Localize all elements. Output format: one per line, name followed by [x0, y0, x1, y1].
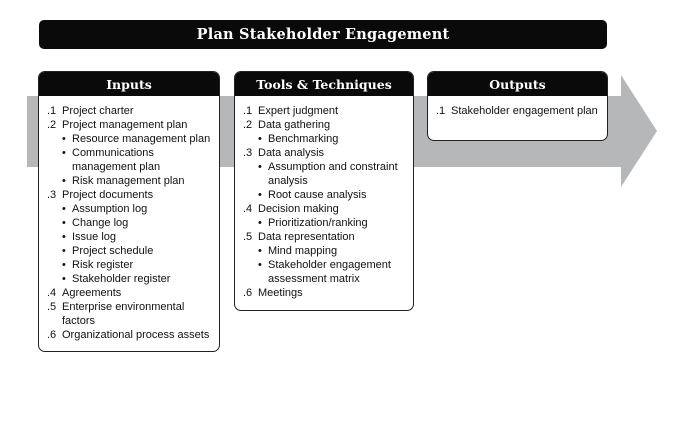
item-number: .4	[47, 287, 57, 299]
item-number: .4	[243, 203, 253, 215]
list-item: .6 Meetings	[243, 286, 409, 300]
list-item: .3 Data analysis	[243, 146, 409, 160]
sub-item: • Project schedule	[47, 244, 215, 258]
bullet-icon: •	[62, 259, 66, 271]
sub-item-label: Risk register	[72, 259, 134, 271]
item-number: .1	[436, 105, 446, 117]
sub-item: • Benchmarking	[243, 132, 409, 146]
sub-item-label: Issue log	[72, 231, 117, 243]
item-label: Meetings	[258, 287, 303, 299]
sub-item-label: Assumption log	[72, 203, 148, 215]
outputs-header: Outputs	[428, 72, 607, 96]
list-item: .4 Decision making	[243, 202, 409, 216]
item-number: .1	[47, 105, 57, 117]
list-item: .6 Organizational process assets	[47, 328, 215, 342]
tools-header: Tools & Techniques	[235, 72, 413, 96]
list-item: .1 Project charter	[47, 104, 215, 118]
item-label: Data analysis	[258, 147, 325, 159]
sub-item: • Communications management plan	[47, 146, 215, 174]
page-title: Plan Stakeholder Engagement	[39, 20, 607, 49]
item-number: .1	[243, 105, 253, 117]
sub-item: • Root cause analysis	[243, 188, 409, 202]
sub-item: • Prioritization/ranking	[243, 216, 409, 230]
item-number: .3	[243, 147, 253, 159]
item-label: Expert judgment	[258, 105, 339, 117]
sub-item-label: Stakeholder register	[72, 273, 171, 285]
sub-item-label: Assumption and constraint analysis	[268, 161, 398, 187]
sub-item: • Mind mapping	[243, 244, 409, 258]
sub-item-label: Communications management plan	[72, 147, 161, 173]
item-label: Agreements	[62, 287, 122, 299]
sub-item: • Risk management plan	[47, 174, 215, 188]
list-item: .5 Data representation	[243, 230, 409, 244]
item-number: .5	[47, 301, 57, 313]
item-label: Project documents	[62, 189, 154, 201]
list-item: .5 Enterprise environmental factors	[47, 300, 215, 328]
sub-item: • Risk register	[47, 258, 215, 272]
item-label: Stakeholder engagement plan	[451, 105, 598, 117]
item-label: Enterprise environmental factors	[62, 301, 185, 327]
sub-item-label: Change log	[72, 217, 129, 229]
item-label: Project charter	[62, 105, 134, 117]
item-number: .5	[243, 231, 253, 243]
list-item: .1 Stakeholder engagement plan	[436, 104, 603, 118]
bullet-icon: •	[258, 245, 262, 257]
item-number: .3	[47, 189, 57, 201]
bullet-icon: •	[62, 217, 66, 229]
outputs-list: .1 Stakeholder engagement plan	[428, 96, 607, 118]
sub-item-label: Resource management plan	[72, 133, 211, 145]
sub-item: • Change log	[47, 216, 215, 230]
sub-item-label: Risk management plan	[72, 175, 185, 187]
item-number: .6	[243, 287, 253, 299]
sub-item: • Resource management plan	[47, 132, 215, 146]
item-label: Decision making	[258, 203, 339, 215]
bullet-icon: •	[62, 175, 66, 187]
bullet-icon: •	[258, 217, 262, 229]
sub-item: • Issue log	[47, 230, 215, 244]
sub-item: • Stakeholder engagement assessment matri…	[243, 258, 409, 286]
list-item: .2 Data gathering	[243, 118, 409, 132]
tools-column: Tools & Techniques .1 Expert judgment .2 Da…	[234, 71, 414, 311]
sub-item-label: Mind mapping	[268, 245, 338, 257]
list-item: .3 Project documents	[47, 188, 215, 202]
item-number: .2	[47, 119, 57, 131]
item-label: Data representation	[258, 231, 355, 243]
sub-item-label: Root cause analysis	[268, 189, 367, 201]
inputs-list: .1 Project charter .2 Project management pl…	[39, 96, 219, 342]
sub-item-label: Project schedule	[72, 245, 154, 257]
item-number: .6	[47, 329, 57, 341]
bullet-icon: •	[258, 259, 262, 271]
sub-item: • Stakeholder register	[47, 272, 215, 286]
inputs-header: Inputs	[39, 72, 219, 96]
bullet-icon: •	[62, 245, 66, 257]
bullet-icon: •	[62, 203, 66, 215]
sub-item-label: Benchmarking	[268, 133, 339, 145]
item-label: Organizational process assets	[62, 329, 210, 341]
sub-item-label: Stakeholder engagement assessment matrix	[268, 259, 391, 285]
bullet-icon: •	[258, 161, 262, 173]
list-item: .2 Project management plan	[47, 118, 215, 132]
item-label: Data gathering	[258, 119, 331, 131]
outputs-column: Outputs .1 Stakeholder engagement plan	[427, 71, 608, 141]
bullet-icon: •	[258, 189, 262, 201]
tools-list: .1 Expert judgment .2 Data gathering • Benchm…	[235, 96, 413, 300]
bullet-icon: •	[62, 231, 66, 243]
item-label: Project management plan	[62, 119, 188, 131]
sub-item: • Assumption and constraint analysis	[243, 160, 409, 188]
bullet-icon: •	[258, 133, 262, 145]
bullet-icon: •	[62, 147, 66, 159]
sub-item: • Assumption log	[47, 202, 215, 216]
sub-item-label: Prioritization/ranking	[268, 217, 368, 229]
inputs-column: Inputs .1 Project charter .2 Project manage…	[38, 71, 220, 352]
bullet-icon: •	[62, 133, 66, 145]
bullet-icon: •	[62, 273, 66, 285]
item-number: .2	[243, 119, 253, 131]
list-item: .1 Expert judgment	[243, 104, 409, 118]
list-item: .4 Agreements	[47, 286, 215, 300]
